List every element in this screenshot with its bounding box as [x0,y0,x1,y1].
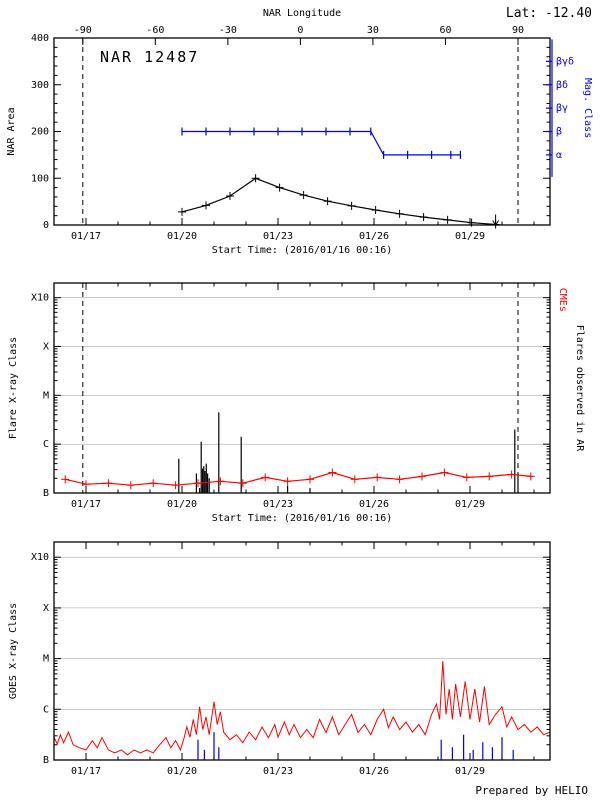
y-tick-label: 300 [31,80,49,91]
nar-area-y-axis-label: NAR Area [6,107,17,155]
longitude-tick-label: 60 [439,25,451,36]
y-tick-label: C [43,704,49,715]
mag-class-series [181,127,461,159]
mag-class-tick-label: β [556,127,562,138]
cme-rate-series [61,468,535,490]
goes-flux-y-axis-label: GOES X-ray Class [8,603,19,699]
x-tick-label: 01/17 [71,231,101,242]
y-tick-label: B [43,488,49,499]
nar-area-chart: 01/17 01/20 01/23 01/26 01/29 Start Time: (20… [6,8,593,256]
ar-flare-times [197,732,514,760]
x-tick-label: 01/29 [455,499,485,510]
y-tick-label: 0 [43,220,49,231]
mag-class-tick-label: βγδ [556,56,574,67]
longitude-tick-label: -60 [146,25,164,36]
x-axis-caption: Start Time: (2016/01/16 00:16) [212,245,393,256]
flares-cmes-chart: 01/17 01/20 01/23 01/26 01/29 Start Time: (20… [8,282,585,524]
y-tick-label: M [43,654,49,665]
x-tick-label: 01/17 [71,766,101,777]
x-tick-label: 01/23 [263,499,293,510]
y-tick-label: X [43,603,49,614]
x-tick-label: 01/20 [167,231,197,242]
longitude-tick-label: -30 [219,25,237,36]
longitude-tick-label: 30 [367,25,379,36]
x-tick-label: 01/26 [359,231,389,242]
top-axis: -90 -60 -30 0 30 60 90 NAR Longitude [74,8,524,45]
goes-flux-panel: 01/17 01/20 01/23 01/26 01/29 B C M X X10 GOES X-r… [0,528,600,800]
y-tick-label: M [43,390,49,401]
mag-class-axis: βγδ βδ βγ β α Mag. Class [546,39,593,177]
latitude-label: Lat: -12.40 [505,6,592,21]
x-tick-label: 01/17 [71,499,101,510]
x-tick-label: 01/29 [455,766,485,777]
y-axis: B C M X X10 Flare X-ray Class [8,293,550,499]
y-tick-label: 200 [31,127,49,138]
right-label-1: Flares observed in AR [574,325,585,452]
x-axis: 01/17 01/20 01/23 01/26 01/29 Start Time: (20… [53,218,535,256]
top-axis-label: NAR Longitude [263,8,341,19]
x-tick-label: 01/26 [359,499,389,510]
x-axis: 01/17 01/20 01/23 01/26 01/29 Start Time: (20… [53,283,535,524]
y-tick-label: 100 [31,173,49,184]
y-tick-label: 400 [31,33,49,44]
x-tick-label: 01/23 [263,766,293,777]
y-tick-label: X [43,341,49,352]
x-tick-label: 01/23 [263,231,293,242]
x-axis: 01/17 01/20 01/23 01/26 01/29 [53,542,535,777]
y-tick-label: C [43,439,49,450]
x-tick-label: 01/20 [167,766,197,777]
y-tick-label: B [43,755,49,766]
nar-area-panel: 01/17 01/20 01/23 01/26 01/29 Start Time: (20… [0,0,600,260]
x-tick-label: 01/26 [359,766,389,777]
mag-class-tick-label: α [556,150,562,161]
y-axis: B C M X X10 GOES X-ray Class [8,552,550,766]
nar-area-series [178,174,500,229]
credit-label: Prepared by HELIO [475,784,588,797]
goes-flux-chart: 01/17 01/20 01/23 01/26 01/29 B C M X X10 GOES X-r… [8,541,551,777]
y-tick-label: X10 [31,293,49,304]
flares-cmes-y-axis-label: Flare X-ray Class [8,337,19,439]
right-label-0: CMEs [557,288,568,312]
x-tick-label: 01/29 [455,231,485,242]
longitude-tick-label: 90 [512,25,524,36]
longitude-tick-label: 0 [297,25,303,36]
chart-title: NAR 12487 [100,48,199,66]
mag-class-axis-label: Mag. Class [582,78,593,138]
x-tick-label: 01/20 [167,499,197,510]
longitude-tick-label: -90 [74,25,92,36]
mag-class-tick-label: βδ [556,80,568,91]
mag-class-tick-label: βγ [556,103,568,114]
x-axis-caption: Start Time: (2016/01/16 00:16) [212,513,393,524]
flares-cmes-panel: 01/17 01/20 01/23 01/26 01/29 Start Time: (20… [0,260,600,528]
goes-xray-flux-series [53,661,551,756]
y-tick-label: X10 [31,552,49,563]
